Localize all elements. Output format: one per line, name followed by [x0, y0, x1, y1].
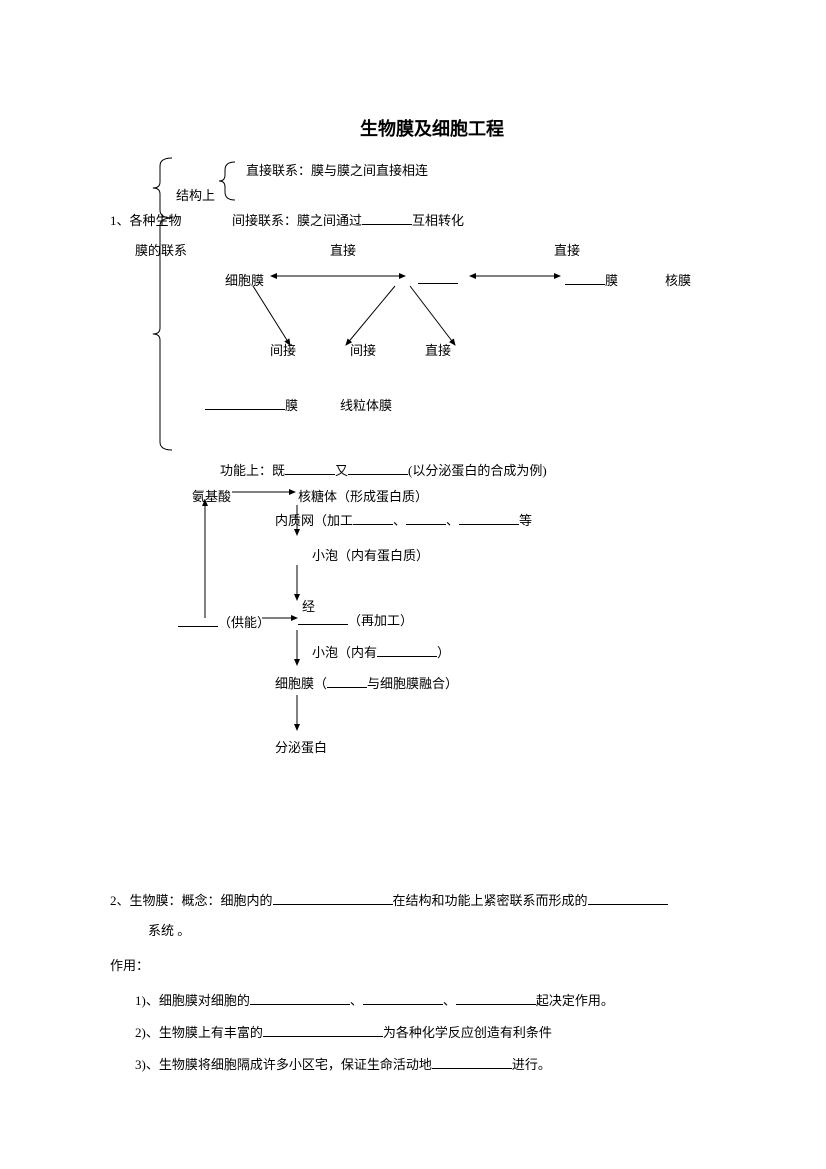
indirect-prefix: 间接联系：膜之间通过: [232, 213, 362, 228]
effect-2: 2)、生物膜上有丰富的 为各种化学反应创造有利条件: [135, 1022, 552, 1041]
effects-heading: 作用：: [110, 955, 149, 974]
blank-func2[interactable]: [348, 461, 408, 475]
flow-secreted: 分泌蛋白: [275, 737, 327, 756]
v2-suffix: ）: [437, 645, 450, 660]
sec2-line1: 2、生物膜：概念：细胞内的 在结构和功能上紧密联系而形成的: [110, 890, 668, 909]
page-title: 生物膜及细胞工程: [360, 115, 504, 141]
cm-prefix: 细胞膜（: [275, 676, 327, 691]
blank-e2[interactable]: [263, 1023, 383, 1037]
node-nuclear-membrane: 核膜: [665, 270, 691, 289]
indirect-suffix: 互相转化: [412, 213, 464, 228]
blank-e1c[interactable]: [456, 991, 536, 1005]
flow-cellmem: 细胞膜（ 与细胞膜融合）: [275, 673, 458, 692]
energy-label: （供能）: [218, 615, 270, 630]
e3-prefix: 3)、生物膜将细胞隔成许多小区宅，保证生命活动地: [135, 1057, 432, 1072]
structure-label: 结构上: [176, 185, 215, 204]
blank-s2b[interactable]: [588, 891, 668, 905]
blank-mem-suffix: 膜: [285, 398, 298, 413]
flow-er: 内质网（加工、、等: [275, 510, 532, 529]
effect-3: 3)、生物膜将细胞隔成许多小区宅，保证生命活动地 进行。: [135, 1054, 551, 1073]
flow-energy: （供能）: [178, 612, 270, 631]
blank-node2[interactable]: [565, 271, 605, 285]
reprocess-label: （再加工）: [348, 613, 413, 628]
node-mito: 线粒体膜: [340, 395, 392, 414]
blank-e1a[interactable]: [250, 991, 350, 1005]
blank-er3[interactable]: [459, 511, 519, 525]
blank-indirect[interactable]: [362, 211, 412, 225]
s2-middle: 在结构和功能上紧密联系而形成的: [393, 893, 588, 908]
v2-prefix: 小泡（内有: [312, 645, 377, 660]
flow-via-blank: （再加工）: [298, 610, 413, 629]
label-indirect-2: 间接: [350, 340, 376, 359]
flow-vesicle2: 小泡（内有 ）: [312, 642, 450, 661]
er-prefix: 内质网（加工: [275, 513, 353, 528]
e2-suffix: 为各种化学反应创造有利条件: [383, 1025, 552, 1040]
node-blank-1: [418, 270, 458, 288]
node-membrane: 膜: [565, 270, 618, 289]
sec1-heading: 1、各种生物: [110, 210, 182, 229]
e1-prefix: 1)、细胞膜对细胞的: [135, 993, 250, 1008]
direct-link: 直接联系：膜与膜之间直接相连: [246, 160, 428, 179]
blank-er2[interactable]: [406, 511, 446, 525]
blank-e1b[interactable]: [363, 991, 443, 1005]
effect-1: 1)、细胞膜对细胞的、、起决定作用。: [135, 990, 614, 1009]
e3-suffix: 进行。: [512, 1057, 551, 1072]
node-mem-suffix: 膜: [605, 273, 618, 288]
blank-node1[interactable]: [418, 270, 458, 284]
node-blank-membrane: 膜: [205, 395, 298, 414]
label-direct-2: 直接: [554, 240, 580, 259]
blank-via[interactable]: [298, 611, 348, 625]
e2-prefix: 2)、生物膜上有丰富的: [135, 1025, 263, 1040]
blank-er1[interactable]: [353, 511, 393, 525]
blank-energy[interactable]: [178, 613, 218, 627]
function-line: 功能上：既 又 (以分泌蛋白的合成为例): [220, 460, 547, 479]
sec1-heading2: 膜的联系: [135, 240, 187, 259]
func-suffix: (以分泌蛋白的合成为例): [408, 463, 547, 478]
flow-vesicle1: 小泡（内有蛋白质）: [312, 545, 429, 564]
flow-ribosome: 核糖体（形成蛋白质）: [298, 486, 428, 505]
blank-v2[interactable]: [377, 643, 437, 657]
indirect-link: 间接联系：膜之间通过 互相转化: [232, 210, 464, 229]
label-direct-3: 直接: [425, 340, 451, 359]
er-suffix: 等: [519, 513, 532, 528]
blank-node3[interactable]: [205, 396, 285, 410]
func-middle: 又: [335, 463, 348, 478]
e1-suffix: 起决定作用。: [536, 993, 614, 1008]
flow-amino: 氨基酸: [192, 486, 231, 505]
s2-prefix: 2、生物膜：概念：细胞内的: [110, 893, 273, 908]
label-indirect-1: 间接: [270, 340, 296, 359]
label-direct-1: 直接: [330, 240, 356, 259]
blank-s2a[interactable]: [273, 891, 393, 905]
cm-suffix: 与细胞膜融合）: [367, 676, 458, 691]
blank-e3[interactable]: [432, 1055, 512, 1069]
blank-cm[interactable]: [327, 674, 367, 688]
func-prefix: 功能上：既: [220, 463, 285, 478]
node-cell-membrane: 细胞膜: [225, 270, 264, 289]
blank-func1[interactable]: [285, 461, 335, 475]
sec2-line2: 系统 。: [148, 920, 190, 939]
page-root: 生物膜及细胞工程 1、各种生物 膜的联系 结构上 直接联系：膜与膜之间直接相连 …: [0, 0, 826, 1169]
